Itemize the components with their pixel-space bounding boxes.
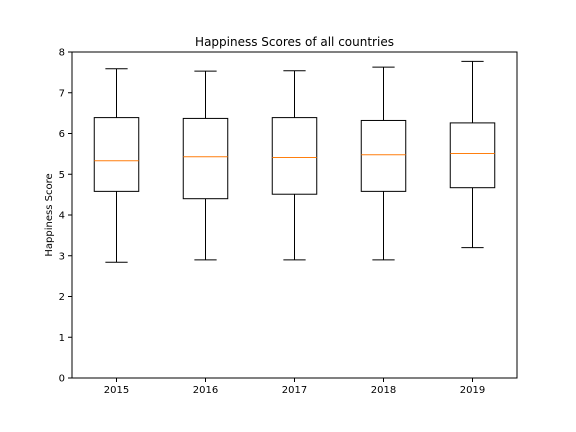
box-2018: 2018 [360,66,407,396]
iqr-box [93,117,140,192]
chart-title: Happiness Scores of all countries [195,35,394,49]
x-tick-label: 2016 [193,385,218,396]
box-2017: 2017 [271,70,318,396]
x-tick-label: 2019 [460,385,485,396]
x-tick-label: 2017 [282,385,307,396]
y-tick-label: 8 [59,48,65,59]
y-tick-label: 6 [59,129,65,140]
x-tick-label: 2018 [371,385,396,396]
y-tick-label: 4 [59,211,65,222]
iqr-box [271,117,318,195]
y-tick-label: 0 [59,374,65,385]
iqr-box [449,122,496,189]
box-2015: 2015 [93,68,140,396]
y-tick-label: 3 [59,251,65,262]
y-tick-label: 7 [59,88,65,99]
plot-area: 0 1 2 3 4 5 6 7 8 2015 2016 2017 2018 2019 [59,48,518,396]
y-tick-label: 1 [59,333,65,344]
y-tick-label: 5 [59,170,65,181]
box-2019: 2019 [449,60,496,396]
iqr-box [360,119,407,192]
box-2016: 2016 [182,70,229,396]
x-tick-label: 2015 [104,385,129,396]
y-axis-label: Happiness Score [44,173,55,256]
y-tick-label: 2 [59,292,65,303]
iqr-box [182,117,229,200]
